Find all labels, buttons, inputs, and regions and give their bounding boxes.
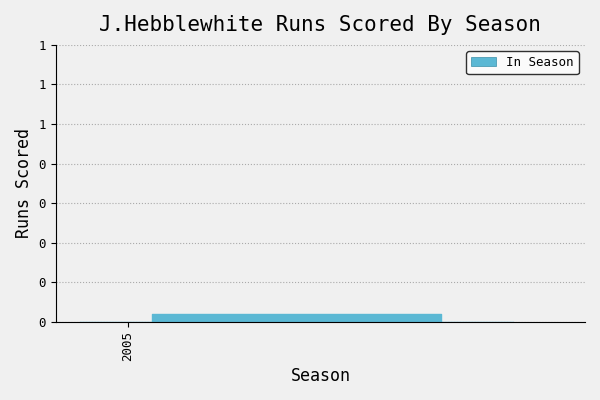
Y-axis label: Runs Scored: Runs Scored bbox=[15, 128, 33, 238]
Legend: In Season: In Season bbox=[466, 51, 579, 74]
X-axis label: Season: Season bbox=[290, 367, 350, 385]
Title: J.Hebblewhite Runs Scored By Season: J.Hebblewhite Runs Scored By Season bbox=[100, 15, 541, 35]
